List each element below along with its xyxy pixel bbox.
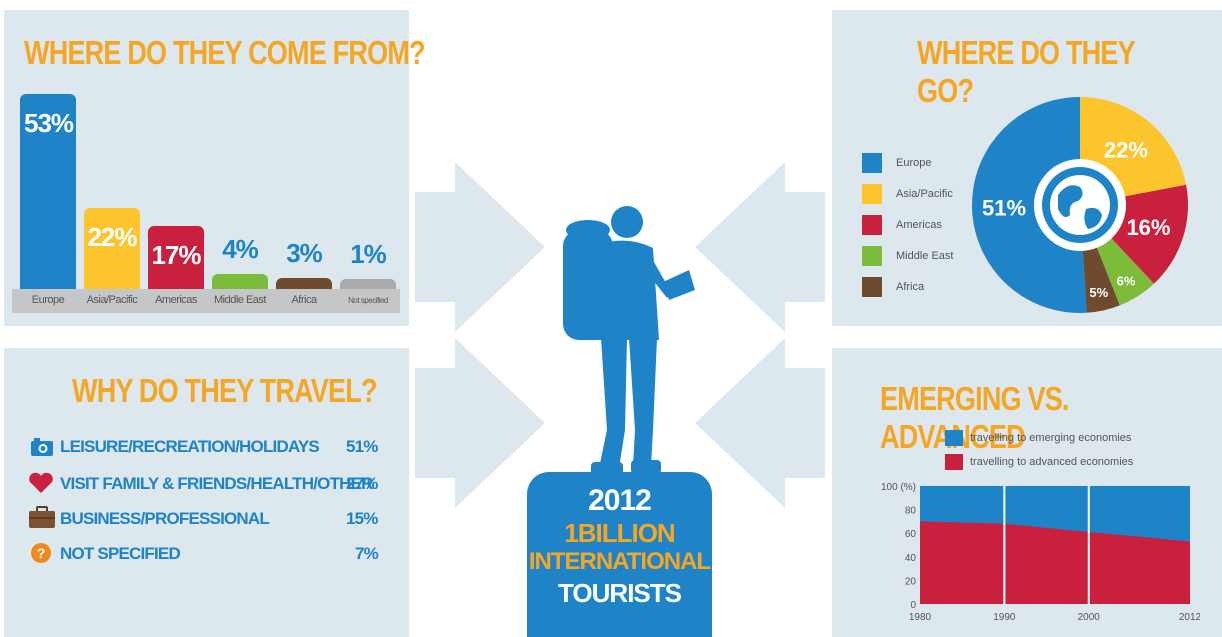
center-year: 2012 [588, 484, 652, 517]
slice-label-middle-east: 6% [1117, 274, 1136, 289]
bar-label-africa: 3% [286, 237, 323, 268]
y-tick-20: 20 [905, 576, 917, 587]
bar-label-europe: 53% [24, 108, 74, 138]
legend-swatch-asia-pacific [862, 184, 882, 204]
y-tick-0: 0 [910, 600, 916, 611]
bar-americas [148, 226, 204, 289]
reason-leisure-value: 51% [346, 437, 378, 456]
bar-not-specified [340, 279, 396, 289]
slice-label-europe: 51% [982, 195, 1026, 220]
reason-business-label: BUSINESS/PROFESSIONAL [60, 509, 270, 528]
purpose-panel [4, 348, 409, 637]
x-tick-1990: 1990 [993, 612, 1016, 623]
legend-swatch-africa [862, 277, 882, 297]
slice-europe [971, 97, 1087, 313]
emerging-title: EMERGING VS. ADVANCED [880, 380, 1069, 455]
purpose-title: WHY DO THEY TRAVEL? [72, 372, 377, 409]
category-label-europe: Europe [31, 294, 65, 306]
center-line-1: 1BILLION [564, 518, 675, 548]
x-tick-1980: 1980 [909, 612, 932, 623]
legend-swatch-europe [862, 153, 882, 173]
category-label-africa: Africa [291, 294, 317, 306]
bar-asia-pacific [84, 208, 140, 289]
arrow-bottom-right [695, 338, 825, 508]
svg-text:?: ? [37, 545, 46, 561]
arrow-bottom-left [415, 338, 545, 508]
legend-label-middle-east: Middle East [896, 250, 954, 262]
y-tick-80: 80 [905, 506, 917, 517]
category-label-middle-east: Middle East [214, 294, 266, 306]
backpacker-icon [563, 206, 695, 476]
legend-swatch-americas [862, 215, 882, 235]
legend-swatch-emerging [945, 430, 963, 446]
legend-label-advanced: travelling to advanced economies [970, 456, 1134, 468]
bar-africa [276, 277, 332, 289]
x-tick-2012: 2012 [1179, 612, 1200, 623]
legend-label-americas: Americas [896, 219, 942, 231]
center-line-3: TOURISTS [558, 578, 682, 608]
heart-icon [29, 472, 53, 493]
category-strip [12, 289, 400, 313]
bar-label-americas: 17% [151, 240, 201, 271]
reason-leisure-label: LEISURE/RECREATION/HOLIDAYS [60, 437, 320, 456]
legend-label-emerging: travelling to emerging economies [970, 432, 1132, 444]
globe-icon [1034, 159, 1126, 251]
y-tick-60: 60 [905, 529, 917, 540]
y-tick-40: 40 [905, 553, 917, 564]
reason-family-value: 27% [346, 474, 378, 493]
category-label-asia-pacific: Asia/Pacific [86, 294, 138, 306]
arrow-top-right [695, 162, 825, 332]
origin-title: WHERE DO THEY COME FROM? [24, 34, 426, 71]
reason-unspecified-value: 7% [355, 544, 379, 563]
bar-middle-east [212, 274, 268, 289]
y-tick-100: 100 (%) [881, 482, 916, 493]
category-label-americas: Americas [155, 294, 197, 306]
slice-label-africa: 5% [1089, 285, 1108, 300]
center-line-2: INTERNATIONAL [528, 548, 711, 575]
legend-label-asia-pacific: Asia/Pacific [896, 188, 953, 200]
x-tick-2000: 2000 [1078, 612, 1101, 623]
center-box [527, 472, 712, 637]
briefcase-icon [29, 506, 55, 528]
category-label-not-specified: Not specified [348, 296, 388, 305]
area-advanced [920, 521, 1190, 604]
legend-swatch-middle-east [862, 246, 882, 266]
destination-title: WHERE DO THEY GO? [917, 34, 1135, 109]
bar-europe [20, 94, 76, 289]
slice-label-americas: 16% [1126, 215, 1170, 240]
legend-label-africa: Africa [896, 281, 925, 293]
reason-family-label: VISIT FAMILY & FRIENDS/HEALTH/OTHER [60, 474, 373, 493]
destination-donut-chart: 51% 22% 16% 6% 5% [971, 97, 1188, 313]
legend-label-europe: Europe [896, 157, 932, 169]
reason-unspecified-label: NOT SPECIFIED [60, 544, 181, 563]
bar-label-not-specified: 1% [350, 239, 387, 269]
camera-icon [31, 438, 53, 456]
arrow-top-left [415, 162, 545, 332]
bar-label-asia-pacific: 22% [87, 222, 137, 253]
slice-label-asia-pacific: 22% [1104, 138, 1148, 163]
question-icon: ? [31, 543, 51, 563]
reason-business-value: 15% [346, 509, 378, 528]
bar-label-middle-east: 4% [222, 234, 259, 265]
legend-swatch-advanced [945, 454, 963, 470]
